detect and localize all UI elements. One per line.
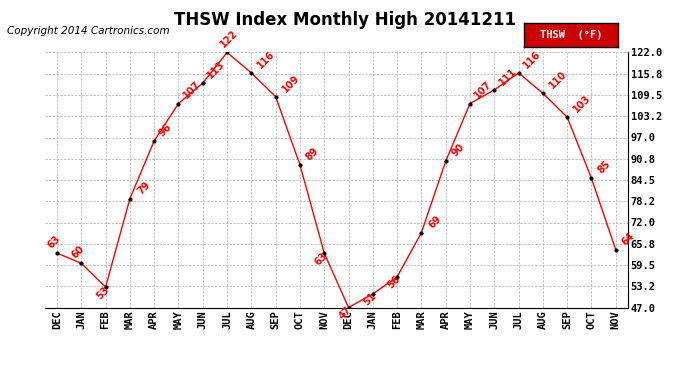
Text: 53: 53 (95, 284, 111, 301)
Text: THSW Index Monthly High 20141211: THSW Index Monthly High 20141211 (174, 11, 516, 29)
Text: 107: 107 (473, 80, 494, 101)
Text: 63: 63 (46, 234, 63, 250)
Text: 110: 110 (547, 69, 569, 90)
Text: 56: 56 (386, 274, 403, 291)
Text: 47: 47 (337, 305, 354, 321)
Text: 60: 60 (70, 244, 87, 261)
Text: 116: 116 (522, 49, 543, 70)
Text: 69: 69 (427, 213, 444, 230)
Text: 103: 103 (571, 93, 593, 114)
Text: 51: 51 (362, 291, 378, 308)
Text: 85: 85 (595, 159, 612, 176)
Text: 90: 90 (450, 142, 466, 159)
Text: Copyright 2014 Cartronics.com: Copyright 2014 Cartronics.com (7, 26, 170, 36)
Text: 89: 89 (304, 145, 321, 162)
Text: 116: 116 (255, 49, 277, 70)
Text: 79: 79 (135, 179, 152, 196)
Text: 109: 109 (280, 72, 302, 94)
Text: 122: 122 (219, 28, 240, 50)
Text: 96: 96 (157, 122, 174, 138)
Text: 64: 64 (620, 230, 637, 247)
Text: 63: 63 (313, 251, 330, 267)
Text: THSW  (°F): THSW (°F) (540, 30, 602, 40)
Text: 111: 111 (497, 66, 518, 87)
Text: 113: 113 (206, 59, 227, 80)
Text: 107: 107 (181, 80, 203, 101)
